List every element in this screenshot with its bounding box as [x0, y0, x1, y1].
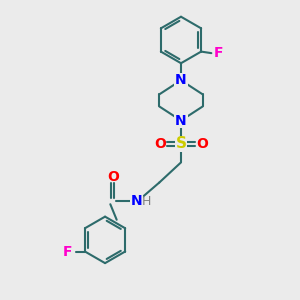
- Text: N: N: [175, 114, 187, 128]
- Text: F: F: [214, 46, 224, 60]
- Text: S: S: [176, 136, 187, 151]
- Text: N: N: [131, 194, 143, 208]
- Text: N: N: [175, 73, 187, 87]
- Text: H: H: [142, 195, 151, 208]
- Text: O: O: [196, 137, 208, 151]
- Text: O: O: [107, 170, 119, 184]
- Text: F: F: [63, 244, 72, 259]
- Text: O: O: [154, 137, 166, 151]
